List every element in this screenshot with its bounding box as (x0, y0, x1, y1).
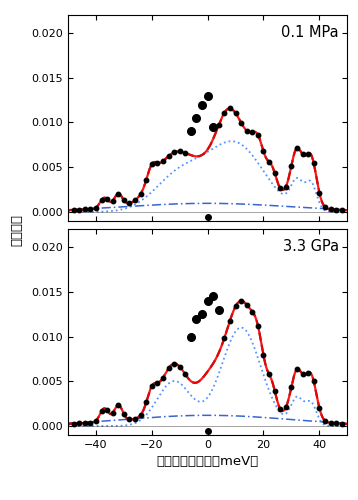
X-axis label: 相対エネルギー（meV）: 相対エネルギー（meV） (156, 456, 259, 468)
Text: 3.3 GPa: 3.3 GPa (283, 240, 339, 254)
Text: 励起確率: 励起確率 (11, 214, 24, 246)
Text: 0.1 MPa: 0.1 MPa (281, 26, 339, 40)
